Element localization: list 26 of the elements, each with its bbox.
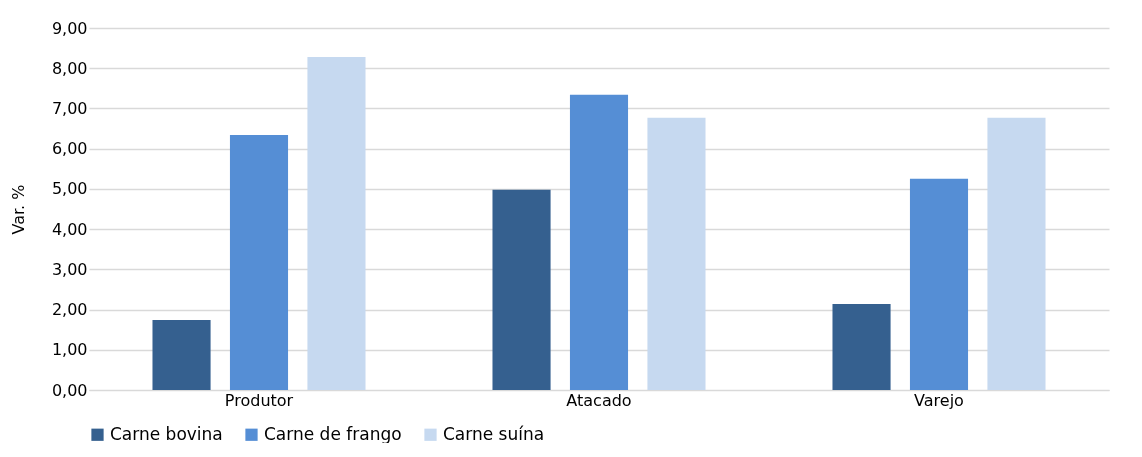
bar [152, 320, 211, 390]
x-tick-label: Varejo [914, 390, 964, 410]
legend-label: Carne de frango [264, 423, 402, 444]
bar [569, 94, 629, 390]
bar [229, 134, 289, 390]
bar [909, 178, 969, 390]
y-tick-label: 7,00 [51, 98, 88, 118]
y-axis-title: Var. % [8, 184, 28, 235]
bar [647, 117, 706, 390]
y-tick-label: 6,00 [51, 139, 88, 159]
y-tick-label: 1,00 [51, 340, 88, 360]
y-tick-label: 9,00 [51, 18, 88, 38]
y-tick-label: 5,00 [51, 179, 88, 199]
legend-label: Carne suína [443, 423, 545, 444]
bar [307, 56, 366, 390]
y-tick-label: 0,00 [51, 380, 88, 400]
bar [832, 303, 891, 390]
y-tick-label: 8,00 [51, 58, 88, 78]
x-tick-label: Produtor [224, 390, 294, 410]
bar [492, 189, 551, 390]
y-tick-label: 3,00 [51, 259, 88, 279]
y-tick-label: 4,00 [51, 219, 88, 239]
bar [987, 117, 1046, 390]
legend-label: Carne bovina [110, 423, 223, 444]
x-tick-label: Atacado [566, 390, 632, 410]
y-tick-label: 2,00 [51, 300, 88, 320]
